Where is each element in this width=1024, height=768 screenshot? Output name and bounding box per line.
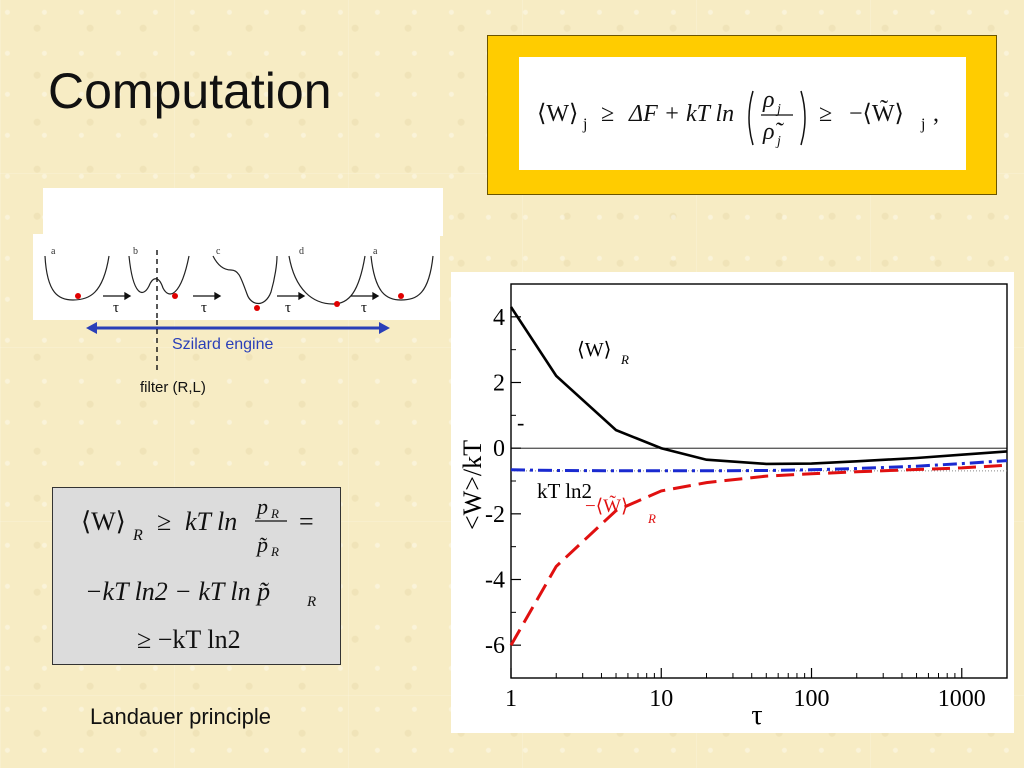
particle-a-repeat bbox=[398, 293, 404, 299]
particle-a bbox=[75, 293, 81, 299]
particle-c bbox=[254, 305, 260, 311]
landauer-den: p̃ bbox=[255, 532, 268, 557]
arrow-icon bbox=[372, 291, 380, 301]
tau-label-3: τ bbox=[285, 300, 291, 316]
top-formula-rhs: −⟨W̃⟩ bbox=[849, 99, 904, 127]
well-d bbox=[288, 255, 366, 305]
top-formula-end: , bbox=[933, 101, 939, 127]
top-formula-box: ⟨W⟩ j ≥ ΔF + kT ln ρ j ρ̃ j ≥ −⟨W̃⟩ j , bbox=[519, 57, 966, 170]
landauer-op: ≥ bbox=[157, 507, 171, 536]
work-vs-tau-chart: 1 10 100 1000 4 2 0 -2 -4 -6 τ <W>/kT ⟨W⟩ R - kT … bbox=[451, 272, 1014, 733]
annotation-ktln2: kT ln2 bbox=[537, 479, 592, 503]
series-line-0 bbox=[509, 306, 1008, 466]
page-title: Computation bbox=[48, 63, 332, 119]
arrow-left-icon bbox=[86, 322, 97, 334]
landauer-lhs: ⟨W⟩ bbox=[81, 507, 126, 536]
annotation-w: ⟨W⟩ bbox=[577, 339, 611, 361]
left-paren bbox=[748, 90, 754, 146]
y-tick-label: -4 bbox=[485, 568, 505, 594]
x-axis-label: τ bbox=[751, 700, 762, 731]
axis-ticks: 1 10 100 1000 4 2 0 -2 -4 -6 bbox=[485, 283, 1008, 712]
arrow-icon bbox=[214, 291, 222, 301]
top-formula-op1: ≥ bbox=[601, 101, 614, 127]
top-formula-rhs-sub: j bbox=[920, 116, 925, 133]
x-tick-label: 1000 bbox=[938, 686, 986, 712]
arrow-right-icon bbox=[379, 322, 390, 334]
top-formula-lhs: ⟨W⟩ bbox=[537, 101, 578, 127]
landauer-line3: ≥ −kT ln2 bbox=[137, 625, 241, 654]
chart-svg: 1 10 100 1000 4 2 0 -2 -4 -6 τ <W>/kT ⟨W⟩ R - kT … bbox=[458, 283, 1008, 731]
series-line-1 bbox=[509, 463, 1008, 646]
panel-label-c: c bbox=[216, 246, 221, 257]
tau-label-1: τ bbox=[113, 300, 119, 316]
particle-d bbox=[334, 301, 340, 307]
top-formula-op2: ≥ bbox=[819, 101, 832, 127]
panel-label-d: d bbox=[299, 246, 304, 257]
top-formula-den-sub: j bbox=[775, 134, 781, 149]
y-tick-label: 0 bbox=[493, 436, 505, 462]
reference-lines bbox=[511, 447, 1007, 472]
annotation-w-sub: R bbox=[620, 352, 629, 367]
x-tick-label: 10 bbox=[649, 686, 673, 712]
landauer-formula: ⟨W⟩ R ≥ kT ln p R p̃ R = −kT ln2 − kT ln… bbox=[81, 494, 316, 654]
landauer-line2-sub: R bbox=[306, 594, 316, 610]
landauer-mid: kT ln bbox=[185, 507, 237, 536]
landauer-caption: Landauer principle bbox=[90, 704, 272, 729]
panel-label-b: b bbox=[133, 246, 138, 257]
right-paren bbox=[800, 90, 806, 146]
landauer-equals: = bbox=[299, 507, 314, 536]
landauer-line2: −kT ln2 − kT ln p̃ bbox=[85, 577, 270, 606]
tau-label-4: τ bbox=[361, 300, 367, 316]
panel-label-a: a bbox=[51, 246, 56, 257]
top-formula-num: ρ bbox=[762, 87, 775, 113]
y-tick-label: 4 bbox=[493, 305, 505, 331]
annotation-wtilde: −⟨W̃⟩ bbox=[585, 494, 628, 517]
tau-label-2: τ bbox=[201, 300, 207, 316]
annotation-wtilde-sub: R bbox=[647, 511, 656, 526]
filter-label: filter (R,L) bbox=[140, 379, 206, 396]
landauer-formula-box: ⟨W⟩ R ≥ kT ln p R p̃ R = −kT ln2 − kT ln… bbox=[52, 487, 341, 665]
potential-wells-diagram: a b c d a τ τ τ bbox=[44, 246, 434, 320]
top-formula: ⟨W⟩ j ≥ ΔF + kT ln ρ j ρ̃ j ≥ −⟨W̃⟩ j , bbox=[537, 87, 939, 149]
x-tick-label: 1 bbox=[505, 686, 517, 712]
cycle-diagram-panel: a b c d a τ τ τ bbox=[33, 234, 440, 320]
landauer-den-sub: R bbox=[270, 544, 279, 559]
panel-label-a2: a bbox=[373, 246, 378, 257]
y-tick-label: -6 bbox=[485, 633, 505, 659]
series-line-2 bbox=[510, 459, 1008, 473]
y-tick-label: -2 bbox=[485, 502, 505, 528]
well-a-repeat bbox=[370, 255, 434, 301]
annotation-minus: - bbox=[517, 410, 524, 435]
well-b bbox=[128, 255, 190, 295]
data-series bbox=[509, 306, 1008, 646]
cycle-diagram-top-panel bbox=[43, 188, 443, 236]
particle-b bbox=[172, 293, 178, 299]
engine-label: Szilard engine bbox=[172, 336, 274, 353]
well-a bbox=[44, 255, 110, 301]
top-formula-num-sub: j bbox=[775, 102, 781, 117]
arrow-icon bbox=[124, 291, 132, 301]
top-formula-den: ρ̃ bbox=[762, 119, 785, 145]
x-tick-label: 100 bbox=[794, 686, 830, 712]
well-c bbox=[212, 255, 278, 305]
landauer-lhs-sub: R bbox=[132, 527, 143, 544]
top-formula-lhs-sub: j bbox=[582, 116, 587, 133]
top-formula-mid: ΔF + kT ln bbox=[628, 101, 734, 127]
arrow-icon bbox=[298, 291, 306, 301]
y-tick-label: 2 bbox=[493, 371, 505, 397]
y-axis-label: <W>/kT bbox=[458, 440, 487, 530]
landauer-num: p bbox=[255, 494, 268, 519]
landauer-num-sub: R bbox=[270, 506, 279, 521]
